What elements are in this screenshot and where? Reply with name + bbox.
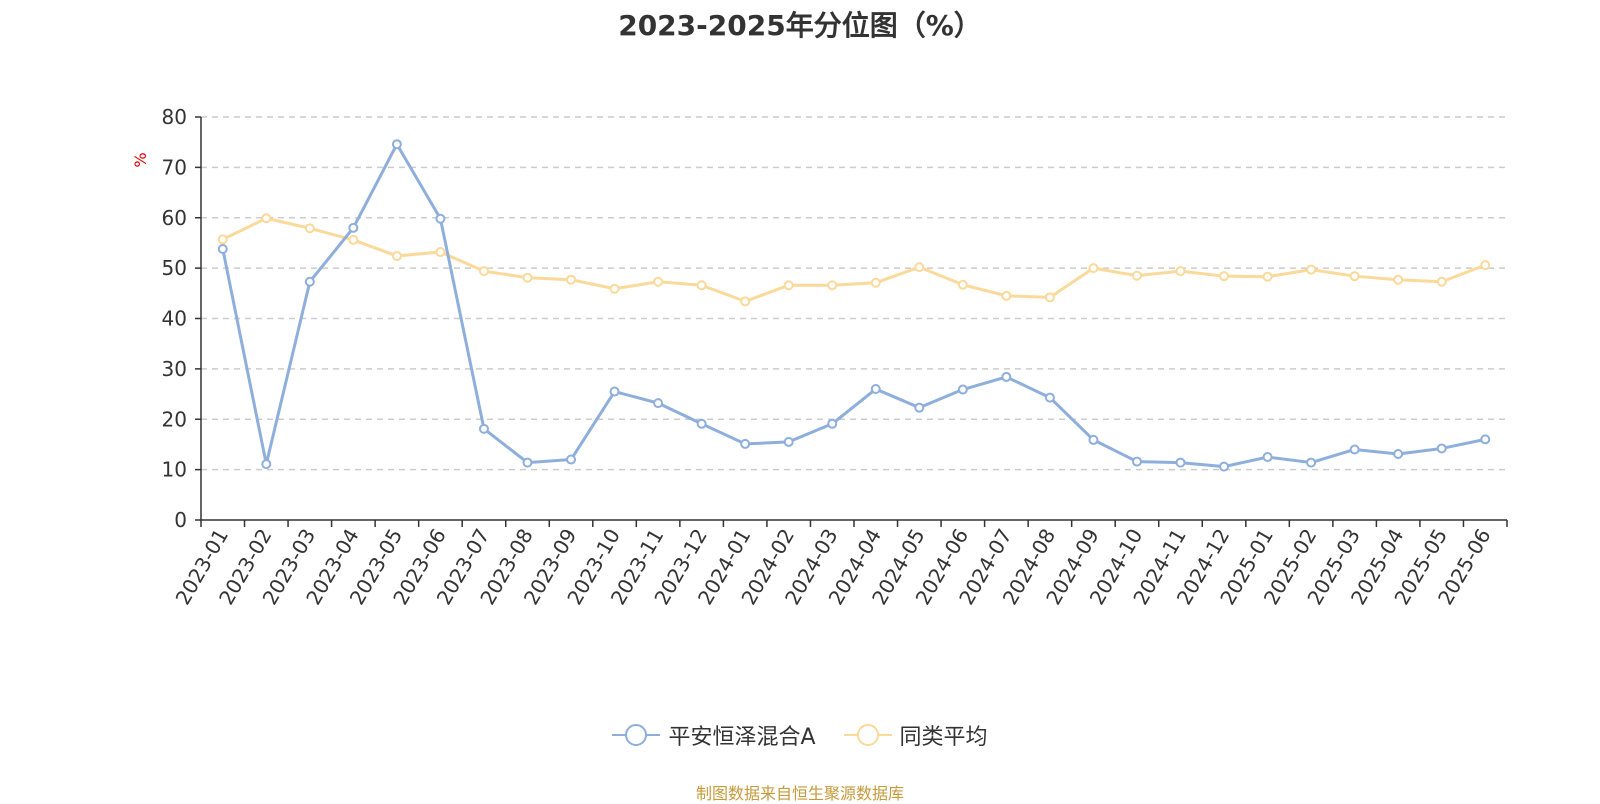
data-point[interactable]: [1131, 456, 1142, 467]
legend-line-circle-icon: [612, 724, 661, 746]
y-tick-label: 70: [162, 155, 187, 179]
data-point[interactable]: [783, 280, 794, 291]
y-tick-label: 80: [162, 105, 187, 129]
data-point[interactable]: [1088, 434, 1099, 445]
data-point[interactable]: [1131, 270, 1142, 281]
series-line-0: [221, 142, 1486, 469]
data-point[interactable]: [609, 386, 620, 397]
gridlines: [201, 116, 1507, 471]
data-point[interactable]: [348, 222, 359, 233]
data-point[interactable]: [522, 457, 533, 468]
legend-label-peer-average: 同类平均: [899, 725, 988, 750]
y-tick-label: 20: [162, 407, 187, 431]
data-point[interactable]: [1436, 276, 1447, 287]
data-point[interactable]: [783, 436, 794, 447]
data-point[interactable]: [957, 384, 968, 395]
data-point[interactable]: [1393, 449, 1404, 460]
y-tick-label: 50: [162, 256, 187, 280]
legend-line-circle-icon: [843, 724, 892, 746]
data-point[interactable]: [261, 213, 272, 224]
data-point[interactable]: [348, 234, 359, 245]
data-point[interactable]: [217, 243, 228, 254]
data-point[interactable]: [1349, 271, 1360, 282]
data-point[interactable]: [566, 454, 577, 465]
data-point[interactable]: [827, 418, 838, 429]
data-point[interactable]: [261, 459, 272, 470]
data-point[interactable]: [1349, 444, 1360, 455]
y-tick-label: 60: [162, 206, 187, 230]
data-point[interactable]: [304, 223, 315, 234]
data-point[interactable]: [653, 276, 664, 287]
data-point[interactable]: [870, 277, 881, 288]
data-point[interactable]: [1175, 457, 1186, 468]
data-point[interactable]: [1001, 290, 1012, 301]
data-point[interactable]: [435, 247, 446, 258]
data-point[interactable]: [653, 398, 664, 409]
data-point[interactable]: [740, 438, 751, 449]
data-point[interactable]: [914, 402, 925, 413]
data-point[interactable]: [870, 384, 881, 395]
data-point[interactable]: [914, 262, 925, 273]
data-point[interactable]: [1088, 263, 1099, 274]
data-point[interactable]: [1219, 271, 1230, 282]
data-point[interactable]: [478, 423, 489, 434]
y-axis-label: %: [131, 152, 150, 167]
axes: 010203040506070802023-012023-022023-0320…: [162, 105, 1508, 609]
legend-item-fund[interactable]: 平安恒泽混合A: [612, 719, 816, 751]
y-tick-label: 10: [162, 458, 187, 482]
series-line-1: [222, 216, 1486, 303]
data-point[interactable]: [1219, 461, 1230, 472]
data-point[interactable]: [827, 280, 838, 291]
data-point[interactable]: [304, 276, 315, 287]
data-point[interactable]: [696, 280, 707, 291]
data-point[interactable]: [1480, 434, 1491, 445]
data-point[interactable]: [478, 266, 489, 277]
data-point[interactable]: [1480, 260, 1491, 271]
data-point[interactable]: [1044, 292, 1055, 303]
data-point[interactable]: [957, 279, 968, 290]
data-point[interactable]: [522, 272, 533, 283]
data-point[interactable]: [217, 234, 228, 245]
data-point[interactable]: [391, 251, 402, 262]
legend: 平安恒泽混合A 同类平均: [0, 720, 1600, 750]
data-point[interactable]: [1262, 271, 1273, 282]
data-point[interactable]: [435, 213, 446, 224]
y-tick-label: 40: [162, 307, 187, 331]
data-point[interactable]: [1044, 392, 1055, 403]
legend-item-peer-average[interactable]: 同类平均: [843, 719, 988, 751]
data-point[interactable]: [1393, 274, 1404, 285]
source-note: 制图数据来自恒生聚源数据库: [695, 784, 904, 803]
data-point[interactable]: [1436, 443, 1447, 454]
chart-title: 2023-2025年分位图（%）: [618, 9, 982, 42]
series-layer: [217, 139, 1491, 472]
data-point[interactable]: [1175, 266, 1186, 277]
data-point[interactable]: [566, 274, 577, 285]
data-point[interactable]: [696, 418, 707, 429]
data-point[interactable]: [1306, 457, 1317, 468]
legend-label-fund: 平安恒泽混合A: [668, 725, 816, 750]
y-tick-label: 30: [162, 357, 187, 381]
data-point[interactable]: [740, 296, 751, 307]
data-point[interactable]: [1306, 264, 1317, 275]
data-point[interactable]: [609, 283, 620, 294]
y-tick-label: 0: [174, 508, 187, 532]
data-point[interactable]: [391, 139, 402, 150]
data-point[interactable]: [1001, 371, 1012, 382]
data-point[interactable]: [1262, 452, 1273, 463]
